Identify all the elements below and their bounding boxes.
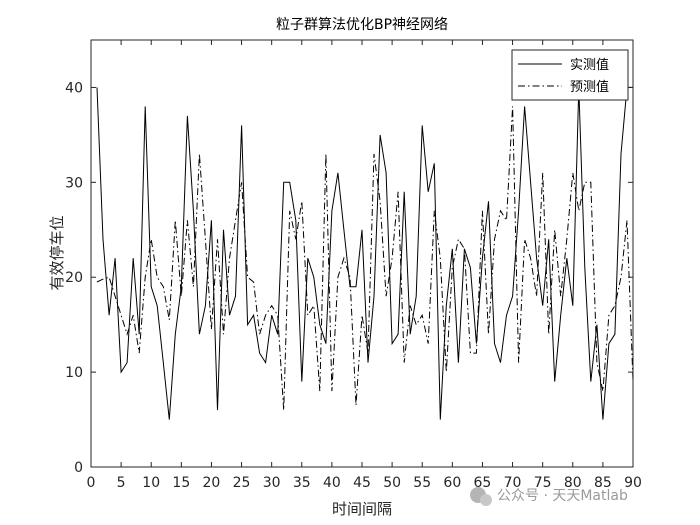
x-tick-label: 75: [534, 475, 552, 491]
x-tick-label: 45: [353, 475, 371, 491]
legend: 实测值 预测值: [511, 49, 629, 101]
x-tick-label: 80: [564, 475, 582, 491]
x-axis-label: 时间间隔: [332, 500, 392, 518]
x-tick-label: 40: [323, 475, 341, 491]
wechat-icon-bubble: [480, 494, 492, 506]
watermark: 公众号 · 天天Matlab: [470, 487, 628, 506]
y-axis-label: 有效停车位: [48, 215, 66, 290]
x-tick-label: 50: [383, 475, 401, 491]
y-tick-label: 20: [65, 270, 83, 286]
x-tick-label: 25: [233, 475, 251, 491]
x-tick-label: 0: [87, 475, 96, 491]
x-tick-label: 85: [594, 475, 612, 491]
chart-title: 粒子群算法优化BP神经网络: [276, 17, 448, 33]
x-tick-label: 60: [443, 475, 461, 491]
ticks-layer: 0 5 10 15 20 25 30 35 40 45 50 55 60 65 70 75 80 85 90 0 10 2…: [65, 40, 642, 491]
x-tick-label: 15: [172, 475, 190, 491]
legend-label-measured: 实测值: [570, 57, 609, 73]
x-tick-label: 55: [413, 475, 431, 491]
x-tick-label: 90: [624, 475, 642, 491]
watermark-text: 公众号 · 天天Matlab: [497, 488, 628, 504]
y-tick-label: 40: [65, 80, 83, 96]
x-tick-label: 5: [117, 475, 126, 491]
x-tick-label: 35: [293, 475, 311, 491]
x-tick-label: 30: [263, 475, 281, 491]
x-tick-label: 65: [474, 475, 492, 491]
y-tick-label: 30: [65, 175, 83, 191]
legend-box: [511, 49, 629, 101]
legend-label-predicted: 预测值: [570, 79, 609, 95]
x-tick-label: 20: [203, 475, 221, 491]
series-line-predicted: [96, 106, 634, 411]
y-tick-label: 10: [65, 365, 83, 381]
x-tick-label: 70: [504, 475, 522, 491]
x-tick-label: 10: [142, 475, 160, 491]
series-layer: [96, 86, 634, 420]
plot-background: [91, 40, 633, 467]
y-tick-label: 0: [74, 460, 83, 476]
series-line-measured: [96, 86, 633, 420]
